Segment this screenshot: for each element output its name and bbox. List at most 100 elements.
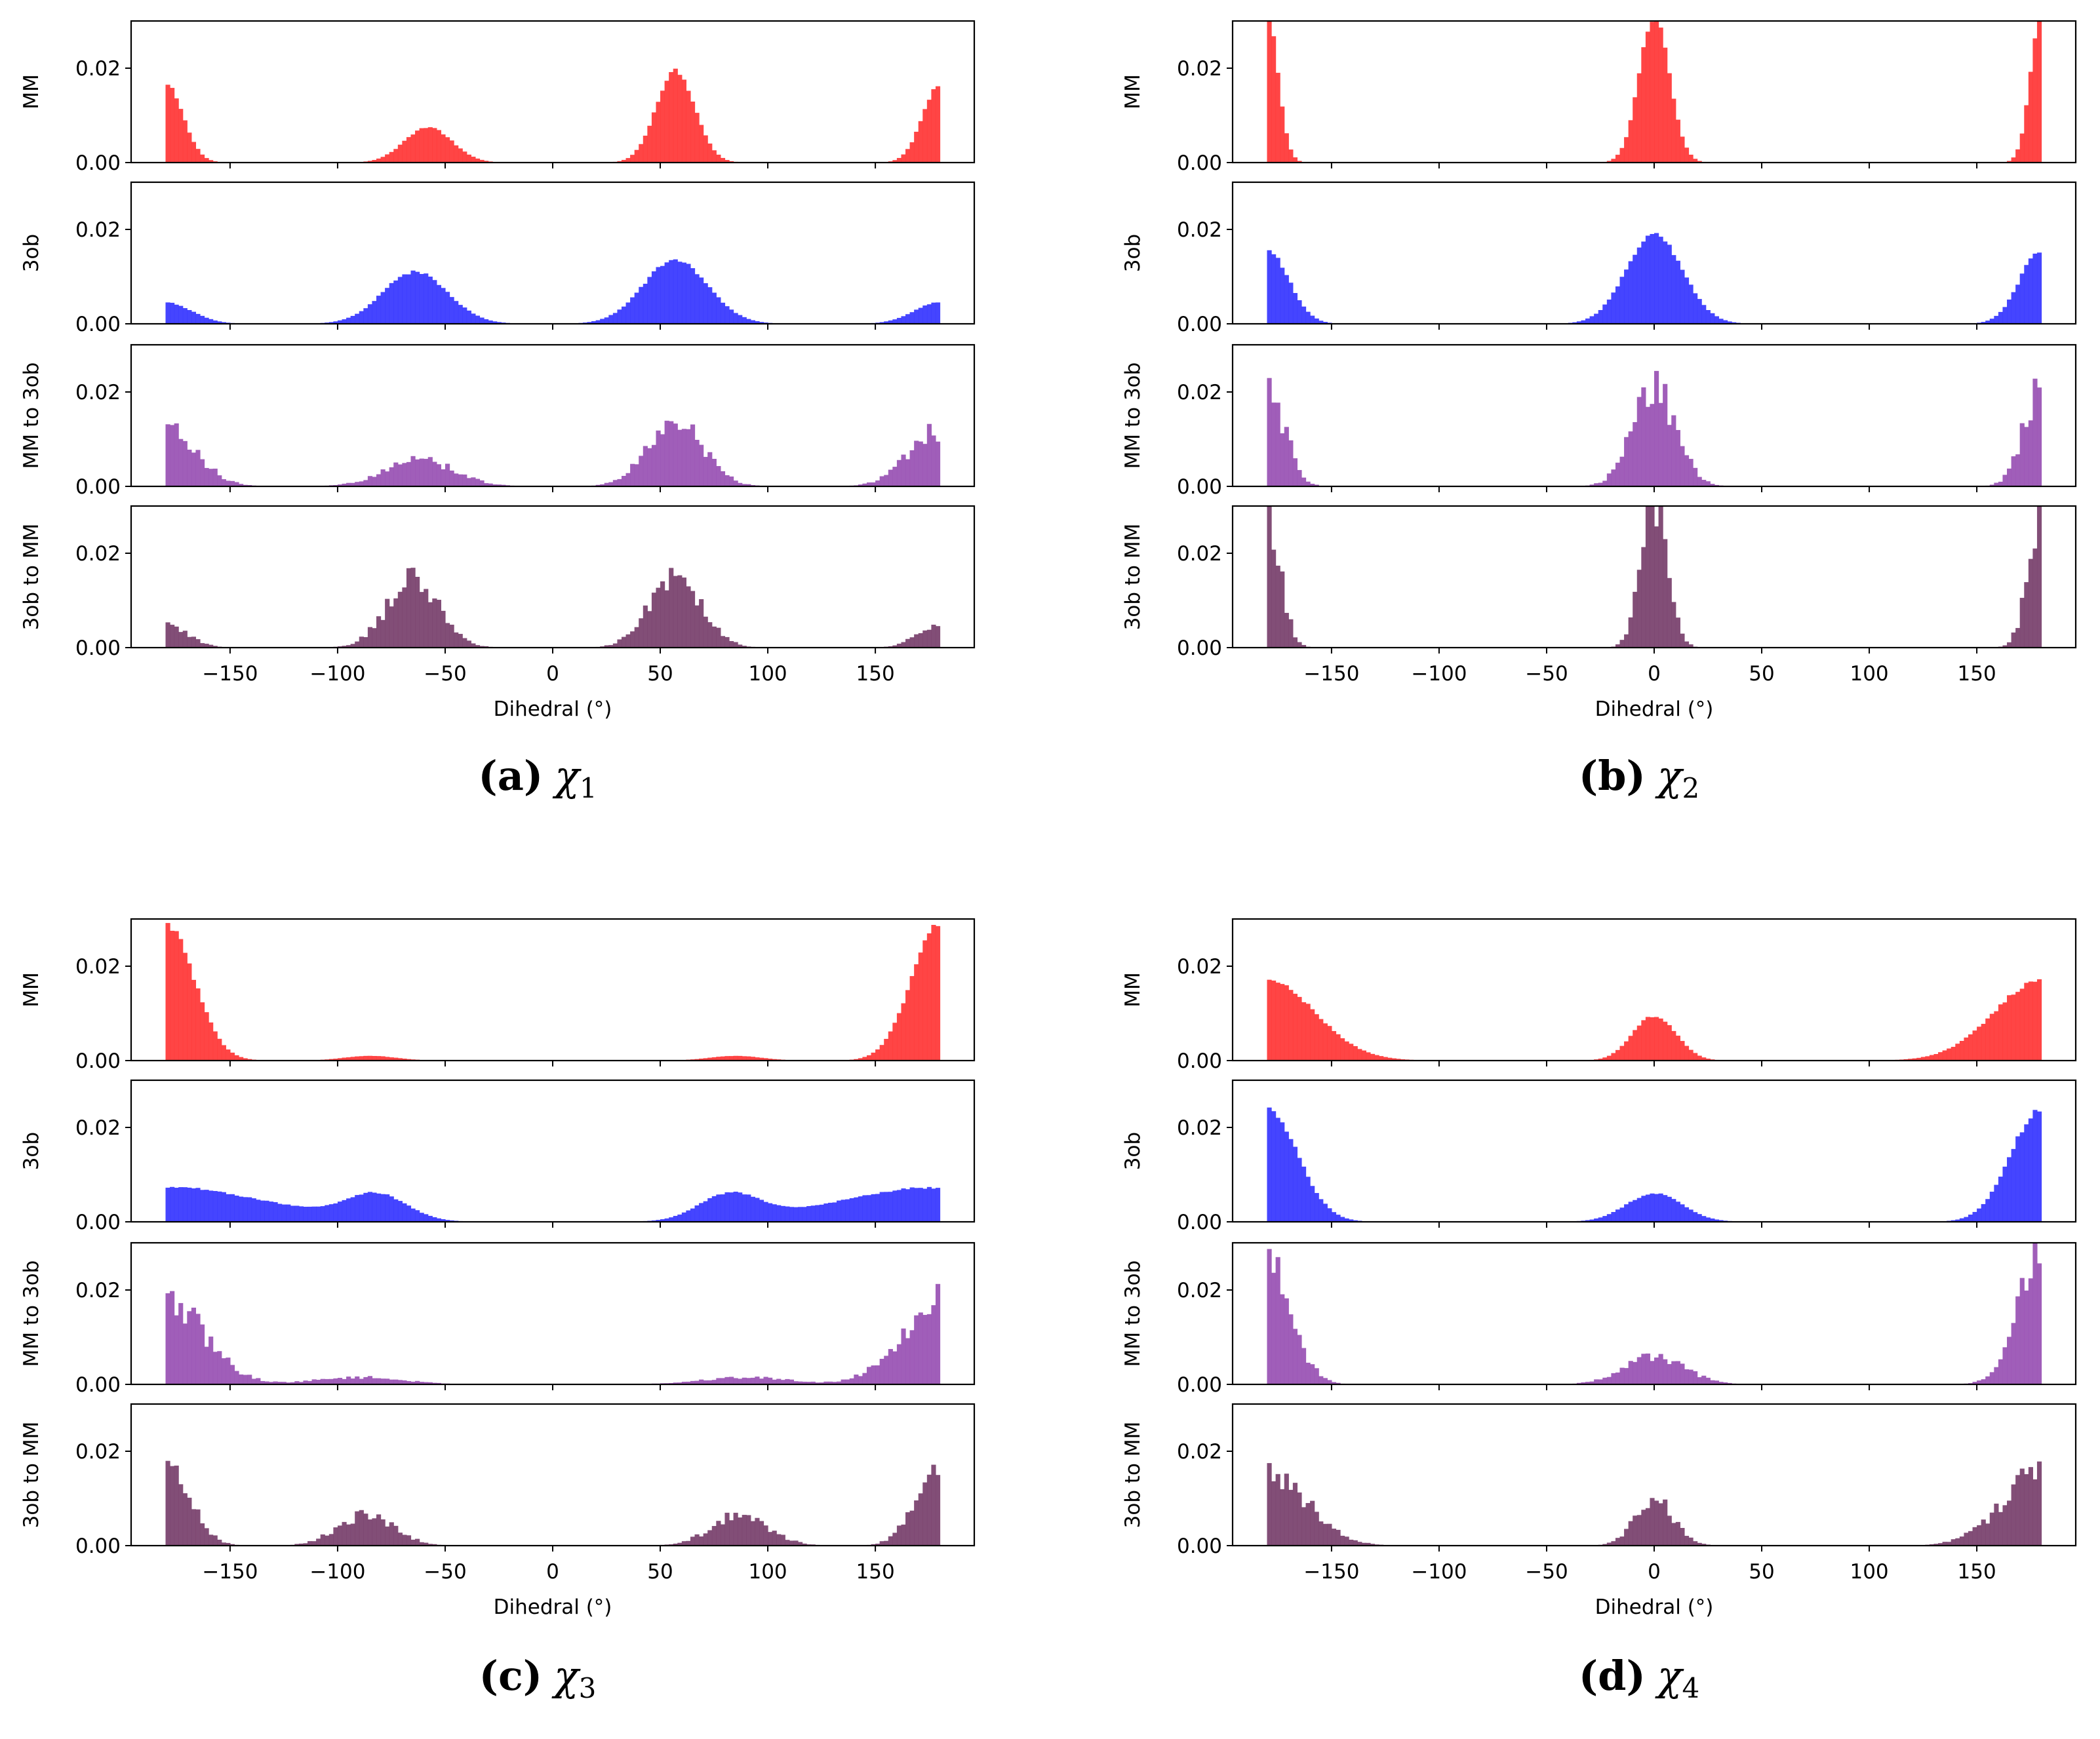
histogram-bar [1697,1055,1702,1061]
histogram-bar [212,646,218,648]
row-label: 3ob [1121,1132,1145,1170]
histogram-bar [1310,484,1315,486]
histogram-bar [1297,300,1302,324]
histogram-bar [432,598,437,648]
histogram-bar [264,1200,269,1222]
histogram-bar [436,130,442,163]
histogram-bar [1619,1207,1625,1222]
histogram-bar [699,277,704,324]
histogram-bar [1353,1540,1358,1546]
histogram-bar [935,1475,941,1546]
histogram-bar [724,1192,730,1222]
histogram-bar [221,479,226,486]
histogram-bar [229,1365,235,1384]
histogram-bar [716,1521,721,1546]
panel-3ob-to-mm: 0.00 0.02 −150 −100 −50 0 50 100 150 3ob to MM Dih… [20,1403,976,1619]
histogram-bar [1964,1037,1969,1061]
histogram-bar [1624,1529,1629,1546]
histogram-bar [651,444,657,486]
histogram-bar [901,154,906,163]
y-tick-label: 0.00 [1177,475,1222,499]
histogram-bar [780,1380,785,1384]
histogram-bar [604,482,609,486]
histogram-bar [639,456,644,486]
histogram-bar [2019,273,2025,324]
histogram-bar [290,1205,295,1222]
histogram-bar [191,311,197,324]
histogram-bar [350,1197,355,1222]
histogram-bar [1280,1122,1285,1222]
histogram-bar [325,1205,330,1222]
histogram-bar [711,459,717,486]
histogram-bar [1615,1372,1621,1384]
histogram-bar [871,1194,876,1222]
histogram-bar [1611,159,1616,163]
histogram-bar [466,310,471,324]
histogram-bar [1271,36,1277,163]
histogram-bar [359,1378,364,1384]
histogram-bar [729,476,734,486]
histogram-bar [2028,420,2033,486]
histogram-bar [307,1206,313,1222]
histogram-bar [914,634,919,648]
histogram-bar [918,441,923,486]
row-label: 3ob to MM [20,524,43,631]
histogram-bar [217,1351,222,1384]
histogram-bar [436,600,442,648]
histogram-bar [1598,310,1603,324]
histogram-bar [1292,1483,1298,1546]
histogram-bar [1985,1018,1991,1061]
histogram-bar [1297,996,1302,1061]
histogram-bar [243,1197,248,1222]
histogram-bar [445,623,450,648]
histogram-bar [742,1056,747,1061]
histogram-bar [1645,235,1651,324]
y-tick-label: 0.02 [1177,381,1222,404]
histogram-bar [1658,506,1663,648]
histogram-bar [1606,1542,1612,1546]
histogram-bar [234,1055,239,1061]
histogram-bar [909,450,915,486]
histogram-bar [2011,632,2016,648]
histogram-bar [1624,1368,1629,1384]
histogram-bar [1667,577,1672,648]
histogram-bar [1314,1512,1319,1546]
histogram-bar [1366,1542,1371,1546]
histogram-bar [1611,1212,1616,1222]
histogram-bar [918,1188,923,1222]
histogram-bar [1340,1038,1345,1061]
histogram-bar [1697,477,1702,486]
histogram-bar [195,1509,201,1546]
histogram-bar [1994,1011,1999,1061]
histogram-bar [772,1059,777,1061]
histogram-bar [1310,1364,1315,1384]
histogram-bar [905,149,911,163]
y-tick-label: 0.00 [1177,1534,1222,1558]
histogram-bar [724,1377,730,1384]
histogram-bar [208,1337,214,1384]
histogram-bar [1322,1378,1328,1384]
histogram-bar [643,283,648,324]
histogram-bar [918,633,923,648]
histogram-bar [419,592,424,648]
histogram-bars [165,1283,941,1384]
histogram-bar [1688,459,1694,486]
histogram-bar [750,1196,755,1222]
histogram-bar [681,262,686,324]
histogram-bar [221,1192,226,1222]
histogram-bar [445,137,450,163]
histogram-bar [901,642,906,648]
histogram-bar [2002,1347,2008,1384]
histogram-bar [819,1204,824,1222]
histogram-bar [221,1045,226,1061]
histogram-bar [221,1358,226,1384]
histogram-bar [2007,1157,2012,1222]
histogram-bar [1297,1335,1302,1384]
histogram-bar [1349,1219,1354,1222]
histogram-bar [1327,1026,1332,1061]
histogram-bar [1598,1059,1603,1061]
histogram-bar [746,1056,751,1061]
histogram-bar [1989,1013,1994,1061]
histogram-bar [226,1542,231,1546]
histogram-bar [1297,161,1302,163]
